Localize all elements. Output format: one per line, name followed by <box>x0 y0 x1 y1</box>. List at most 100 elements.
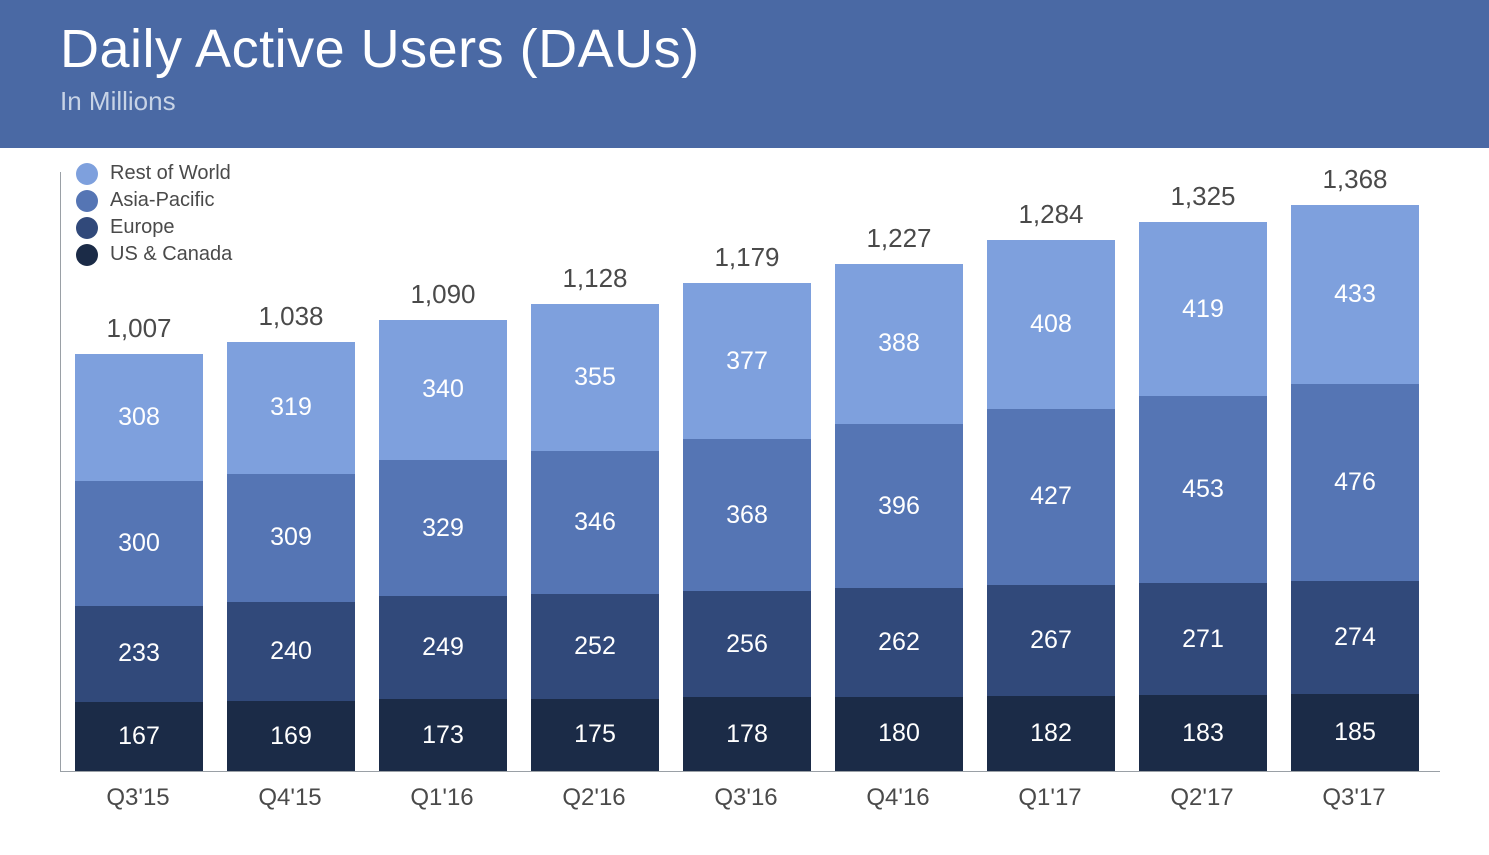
segment-value-label: 178 <box>726 720 768 749</box>
legend-item-asia-pacific: Asia-Pacific <box>76 189 232 212</box>
x-axis-tick-label: Q1'17 <box>986 784 1114 812</box>
segment-value-label: 340 <box>422 375 464 404</box>
x-axis-tick-label: Q2'16 <box>530 784 658 812</box>
segment-value-label: 453 <box>1182 475 1224 504</box>
segment-value-label: 309 <box>270 523 312 552</box>
segment-value-label: 274 <box>1334 623 1376 652</box>
bar-segment-us-canada: 167 <box>75 702 203 771</box>
legend-swatch-icon <box>76 163 98 185</box>
bar-segment-europe: 233 <box>75 606 203 702</box>
bar-column: 1822674274081,284 <box>987 240 1115 771</box>
segment-value-label: 388 <box>878 329 920 358</box>
bar-segment-rest-of-world: 433 <box>1291 205 1419 384</box>
legend-swatch-icon <box>76 217 98 239</box>
x-axis-tick-label: Q3'17 <box>1290 784 1418 812</box>
segment-value-label: 175 <box>574 720 616 749</box>
segment-value-label: 169 <box>270 722 312 751</box>
bar-segment-europe: 274 <box>1291 581 1419 694</box>
legend-label: Asia-Pacific <box>110 189 214 212</box>
x-axis-tick-label: Q1'16 <box>378 784 506 812</box>
legend-item-rest-of-world: Rest of World <box>76 162 232 185</box>
segment-value-label: 355 <box>574 363 616 392</box>
segment-value-label: 408 <box>1030 310 1072 339</box>
bar-segment-us-canada: 175 <box>531 699 659 771</box>
bar-segment-us-canada: 185 <box>1291 694 1419 771</box>
segment-value-label: 308 <box>118 403 160 432</box>
segment-value-label: 240 <box>270 637 312 666</box>
header-banner: Daily Active Users (DAUs) In Millions <box>0 0 1489 148</box>
stacked-bar-plot: 1672333003081,0071692403093191,038173249… <box>60 172 1440 772</box>
segment-value-label: 476 <box>1334 468 1376 497</box>
bar-segment-europe: 267 <box>987 585 1115 695</box>
bar-segment-europe: 249 <box>379 596 507 699</box>
chart-area: Rest of World Asia-Pacific Europe US & Cana… <box>0 148 1489 812</box>
x-axis-tick-label: Q2'17 <box>1138 784 1266 812</box>
bar-segment-rest-of-world: 340 <box>379 320 507 461</box>
bar-column: 1782563683771,179 <box>683 283 811 771</box>
bar-segment-asia-pacific: 309 <box>227 474 355 602</box>
bar-segment-rest-of-world: 377 <box>683 283 811 439</box>
bar-column: 1692403093191,038 <box>227 342 355 771</box>
bar-segment-us-canada: 173 <box>379 699 507 771</box>
bar-segment-us-canada: 180 <box>835 697 963 771</box>
segment-value-label: 377 <box>726 347 768 376</box>
segment-value-label: 419 <box>1182 295 1224 324</box>
bar-segment-asia-pacific: 427 <box>987 409 1115 586</box>
bar-column: 1732493293401,090 <box>379 320 507 771</box>
legend-item-europe: Europe <box>76 216 232 239</box>
segment-value-label: 249 <box>422 633 464 662</box>
bar-segment-asia-pacific: 346 <box>531 451 659 594</box>
bar-total-label: 1,368 <box>1227 164 1483 195</box>
bar-column: 1802623963881,227 <box>835 264 963 771</box>
legend: Rest of World Asia-Pacific Europe US & Cana… <box>76 162 232 270</box>
segment-value-label: 427 <box>1030 482 1072 511</box>
page-subtitle: In Millions <box>60 86 1429 117</box>
segment-value-label: 262 <box>878 628 920 657</box>
legend-swatch-icon <box>76 190 98 212</box>
bar-segment-europe: 262 <box>835 588 963 696</box>
segment-value-label: 433 <box>1334 280 1376 309</box>
bar-segment-asia-pacific: 453 <box>1139 396 1267 583</box>
x-axis: Q3'15Q4'15Q1'16Q2'16Q3'16Q4'16Q1'17Q2'17… <box>60 772 1440 812</box>
bar-segment-us-canada: 178 <box>683 697 811 771</box>
bar-segment-europe: 271 <box>1139 583 1267 695</box>
segment-value-label: 329 <box>422 514 464 543</box>
bar-segment-rest-of-world: 419 <box>1139 222 1267 395</box>
segment-value-label: 368 <box>726 501 768 530</box>
bar-segment-rest-of-world: 388 <box>835 264 963 425</box>
bar-segment-us-canada: 183 <box>1139 695 1267 771</box>
x-axis-tick-label: Q4'16 <box>834 784 962 812</box>
bar-segment-rest-of-world: 319 <box>227 342 355 474</box>
x-axis-tick-label: Q3'16 <box>682 784 810 812</box>
page-title: Daily Active Users (DAUs) <box>60 18 1429 80</box>
segment-value-label: 183 <box>1182 719 1224 748</box>
segment-value-label: 180 <box>878 719 920 748</box>
bar-segment-us-canada: 169 <box>227 701 355 771</box>
bar-column: 1672333003081,007 <box>75 354 203 771</box>
bar-segment-rest-of-world: 355 <box>531 304 659 451</box>
segment-value-label: 182 <box>1030 719 1072 748</box>
bar-column: 1752523463551,128 <box>531 304 659 771</box>
bar-segment-asia-pacific: 476 <box>1291 384 1419 581</box>
legend-label: US & Canada <box>110 243 232 266</box>
segment-value-label: 167 <box>118 722 160 751</box>
segment-value-label: 256 <box>726 630 768 659</box>
segment-value-label: 185 <box>1334 718 1376 747</box>
segment-value-label: 300 <box>118 529 160 558</box>
bar-segment-asia-pacific: 329 <box>379 460 507 596</box>
segment-value-label: 271 <box>1182 625 1224 654</box>
segment-value-label: 267 <box>1030 626 1072 655</box>
legend-swatch-icon <box>76 244 98 266</box>
chart-wrap: 1672333003081,0071692403093191,038173249… <box>60 172 1449 812</box>
x-axis-tick-label: Q3'15 <box>74 784 202 812</box>
legend-label: Europe <box>110 216 175 239</box>
segment-value-label: 233 <box>118 639 160 668</box>
segment-value-label: 252 <box>574 632 616 661</box>
legend-item-us-canada: US & Canada <box>76 243 232 266</box>
bar-segment-rest-of-world: 308 <box>75 354 203 481</box>
bar-segment-europe: 240 <box>227 602 355 701</box>
bar-segment-europe: 252 <box>531 594 659 698</box>
bar-segment-asia-pacific: 396 <box>835 424 963 588</box>
segment-value-label: 396 <box>878 492 920 521</box>
legend-label: Rest of World <box>110 162 231 185</box>
